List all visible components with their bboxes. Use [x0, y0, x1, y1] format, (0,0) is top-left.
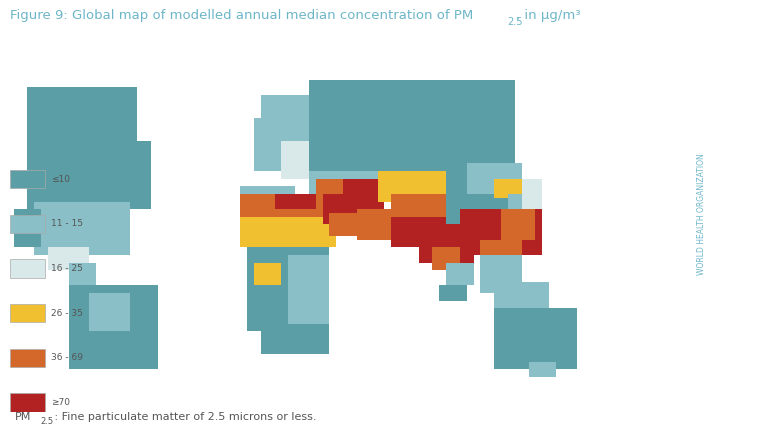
Text: : Fine particulate matter of 2.5 microns or less.: : Fine particulate matter of 2.5 microns… [51, 412, 316, 421]
FancyBboxPatch shape [10, 170, 45, 188]
FancyBboxPatch shape [10, 215, 45, 233]
Bar [34, 201, 130, 255]
Bar [446, 156, 515, 224]
Text: 16 - 25: 16 - 25 [51, 264, 83, 273]
Bar [14, 209, 41, 247]
Bar [446, 262, 473, 286]
Bar [392, 194, 446, 217]
Bar [480, 255, 522, 293]
Bar [309, 80, 515, 186]
Bar [501, 209, 535, 240]
Text: PM: PM [15, 412, 31, 421]
Bar [357, 209, 398, 240]
Bar [329, 213, 378, 236]
Bar [89, 293, 130, 331]
Bar [439, 286, 466, 300]
Bar [432, 247, 460, 270]
Text: 2.5: 2.5 [507, 17, 523, 27]
Text: 36 - 69: 36 - 69 [51, 353, 83, 362]
Bar [261, 95, 343, 133]
Bar [240, 209, 336, 247]
Bar [495, 308, 576, 369]
FancyBboxPatch shape [10, 304, 45, 322]
Bar [466, 163, 522, 194]
Bar [137, 87, 179, 141]
Text: Figure 9: Global map of modelled annual median concentration of PM: Figure 9: Global map of modelled annual … [10, 9, 473, 22]
Bar [522, 179, 542, 209]
Bar [69, 286, 158, 369]
Bar [378, 171, 446, 201]
FancyBboxPatch shape [10, 393, 45, 412]
Bar [302, 141, 336, 171]
Bar [480, 240, 522, 270]
Bar [508, 194, 522, 209]
Bar [27, 87, 151, 209]
Bar [240, 186, 295, 240]
FancyBboxPatch shape [10, 259, 45, 278]
Bar [495, 179, 522, 198]
Bar [289, 255, 329, 324]
Bar [460, 209, 542, 255]
Bar [529, 362, 556, 377]
Text: , in μg/m³: , in μg/m³ [516, 9, 580, 22]
Bar [419, 217, 473, 262]
Bar [247, 209, 329, 331]
Bar [275, 194, 316, 209]
Text: 2.5: 2.5 [41, 417, 54, 426]
Bar [392, 209, 446, 247]
Bar [309, 171, 378, 194]
FancyBboxPatch shape [10, 349, 45, 367]
Bar [48, 247, 89, 270]
Bar [83, 331, 110, 362]
Bar [282, 141, 336, 179]
Bar [69, 262, 96, 293]
Bar [261, 316, 329, 354]
Bar [522, 324, 563, 362]
Bar [323, 179, 378, 224]
Bar [254, 118, 309, 171]
Bar [501, 308, 542, 331]
Bar [343, 179, 385, 209]
Text: 11 - 15: 11 - 15 [51, 219, 83, 228]
Bar [495, 282, 549, 312]
Text: ≥70: ≥70 [51, 398, 70, 407]
Text: WORLD HEALTH ORGANIZATION: WORLD HEALTH ORGANIZATION [697, 154, 707, 276]
Text: ≤10: ≤10 [51, 175, 70, 184]
Bar [254, 262, 282, 286]
Bar [240, 194, 323, 217]
Bar [316, 179, 343, 194]
Text: 26 - 35: 26 - 35 [51, 309, 83, 318]
